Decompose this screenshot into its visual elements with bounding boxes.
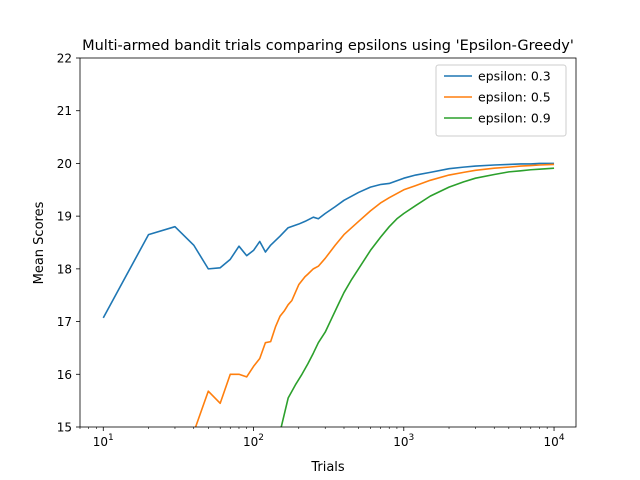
chart-title: Multi-armed bandit trials comparing epsi… <box>82 38 574 54</box>
series-line-1 <box>102 162 555 319</box>
x-axis-label: Trials <box>310 460 345 475</box>
legend-label: epsilon: 0.5 <box>478 90 551 105</box>
x-tick-label: 104 <box>544 433 565 449</box>
y-tick-label: 18 <box>57 262 72 276</box>
series-layer <box>102 162 555 427</box>
y-tick-label: 22 <box>57 52 72 66</box>
y-tick-label: 17 <box>57 315 72 329</box>
y-axis-label: Mean Scores <box>32 201 47 284</box>
plot-frame <box>79 57 577 428</box>
x-tick-label: 102 <box>243 433 264 449</box>
y-tick-label: 21 <box>57 104 72 118</box>
series-line-2 <box>194 163 555 427</box>
y-tick-label: 15 <box>57 421 72 435</box>
legend-label: epsilon: 0.3 <box>478 69 551 84</box>
y-tick-label: 16 <box>57 368 72 382</box>
x-tick-label: 103 <box>393 433 414 449</box>
x-tick-label: 101 <box>93 433 114 449</box>
legend-label: epsilon: 0.9 <box>478 111 551 126</box>
axis-layer: 101 102 103 104 15 16 17 18 19 20 21 22 <box>57 52 565 450</box>
y-tick-label: 20 <box>57 157 72 171</box>
y-tick-label: 19 <box>57 210 72 224</box>
series-line-3 <box>280 167 555 427</box>
legend: epsilon: 0.3 epsilon: 0.5 epsilon: 0.9 <box>435 64 567 137</box>
